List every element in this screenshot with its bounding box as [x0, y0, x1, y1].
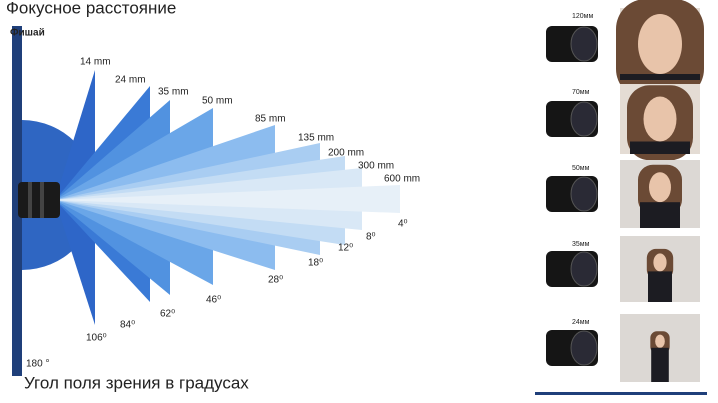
fisheye-label: Фишай	[10, 28, 45, 39]
focal-label: 600 mm	[384, 174, 420, 185]
angle-label: 8⁰	[366, 232, 376, 243]
focal-label: 14 mm	[80, 57, 111, 68]
face	[649, 172, 671, 203]
lens-glass	[570, 176, 598, 212]
focal-label: 35 mm	[158, 87, 189, 98]
angle-label: 12⁰	[338, 243, 353, 254]
wedges	[55, 70, 400, 325]
angle-label: 84⁰	[120, 320, 135, 331]
angle-label: 4⁰	[398, 219, 408, 230]
face	[638, 14, 682, 74]
focal-label: 135 mm	[298, 133, 334, 144]
portrait-focal: 120мм	[572, 13, 593, 20]
max-angle: 180 °	[26, 359, 49, 370]
lens-side	[18, 182, 60, 218]
portrait-focal: 35мм	[572, 241, 590, 248]
body	[648, 271, 672, 302]
angle-label: 46⁰	[206, 295, 221, 306]
lens-ring	[40, 182, 44, 218]
focal-label: 200 mm	[328, 148, 364, 159]
lens-glass	[570, 330, 598, 366]
lens-ring	[28, 182, 32, 218]
lens-glass	[570, 101, 598, 137]
title: Фокусное расстояние	[6, 0, 176, 17]
body	[620, 74, 700, 80]
face	[653, 253, 667, 272]
angle-label: 106⁰	[86, 333, 107, 344]
face	[643, 96, 677, 142]
focal-label: 300 mm	[358, 161, 394, 172]
portraits: 120мм 70мм 50мм 35мм 24мм	[546, 0, 704, 382]
body	[640, 202, 680, 228]
fov-wedge	[55, 185, 400, 213]
face	[655, 334, 665, 348]
body	[630, 141, 690, 154]
body	[651, 347, 669, 382]
angle-label: 18⁰	[308, 258, 323, 269]
caption: Угол поля зрения в градусах	[24, 373, 249, 392]
bottom-line	[535, 392, 707, 395]
lens-glass	[570, 251, 598, 287]
angle-label: 62⁰	[160, 309, 175, 320]
lens-glass	[570, 26, 598, 62]
focal-label: 24 mm	[115, 75, 146, 86]
portrait-focal: 50мм	[572, 165, 590, 172]
left-bar	[12, 26, 22, 376]
focal-label: 50 mm	[202, 96, 233, 107]
focal-label: 85 mm	[255, 114, 286, 125]
angle-label: 28⁰	[268, 275, 283, 286]
lens-body	[18, 182, 60, 218]
portrait-focal: 24мм	[572, 319, 590, 326]
portrait-focal: 70мм	[572, 89, 590, 96]
